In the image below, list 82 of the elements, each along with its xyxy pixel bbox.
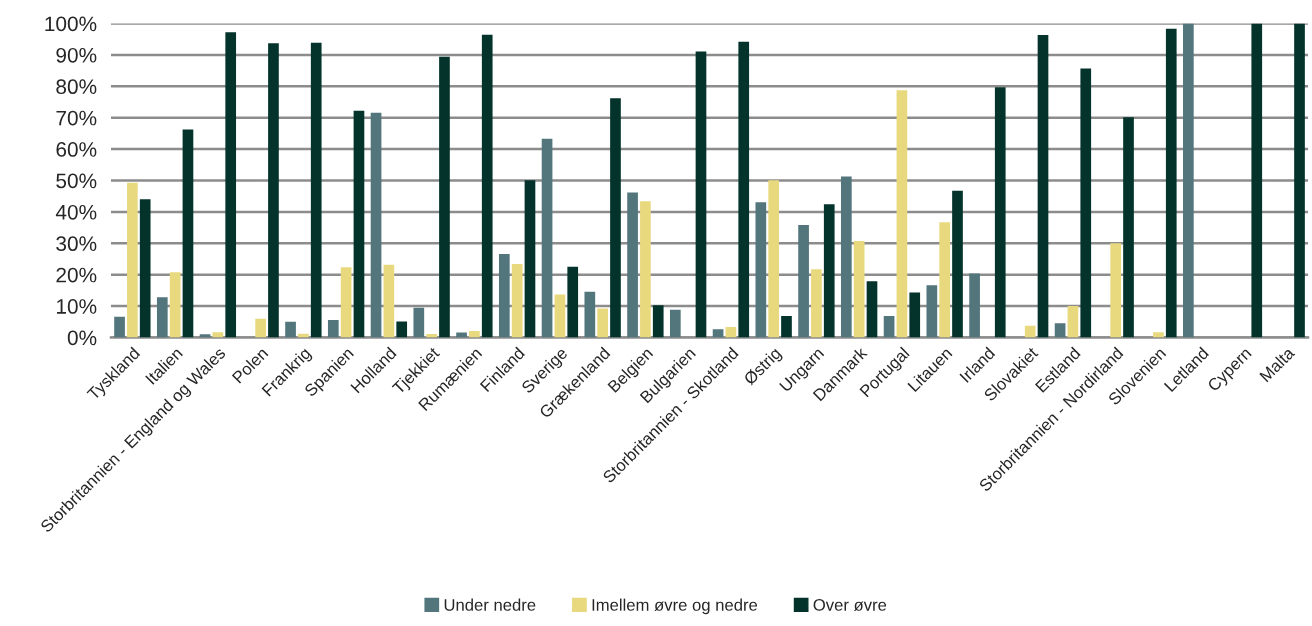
bar xyxy=(456,332,467,338)
bar xyxy=(114,316,125,338)
y-tick-label: 0% xyxy=(67,330,97,346)
bar xyxy=(370,112,382,338)
bar xyxy=(567,266,579,338)
bar xyxy=(840,176,852,338)
bar xyxy=(1080,68,1092,338)
bar xyxy=(353,110,365,338)
bar xyxy=(640,201,651,338)
bar xyxy=(268,43,279,338)
bar xyxy=(597,308,608,338)
bar xyxy=(182,129,194,338)
bar xyxy=(1153,332,1164,338)
bar xyxy=(1165,28,1177,338)
bar xyxy=(1183,23,1194,338)
bar xyxy=(725,327,737,338)
bar xyxy=(1054,323,1066,338)
bar xyxy=(439,56,450,338)
bar xyxy=(768,180,779,338)
y-tick-label: 40% xyxy=(55,204,97,220)
bar xyxy=(853,241,865,338)
y-tick-label: 60% xyxy=(56,142,97,157)
bar xyxy=(1123,117,1134,338)
bar xyxy=(1067,306,1079,338)
bar xyxy=(952,190,963,338)
bar xyxy=(498,253,510,338)
bar xyxy=(1037,35,1049,338)
bar xyxy=(1024,325,1036,338)
bar xyxy=(413,307,425,338)
y-tick-label: 30% xyxy=(56,236,97,252)
bar xyxy=(285,321,296,338)
bar xyxy=(994,87,1006,338)
bar xyxy=(584,291,596,338)
bar xyxy=(695,51,707,338)
bar xyxy=(340,267,352,338)
bar xyxy=(939,222,951,338)
bar xyxy=(1110,243,1122,338)
bar xyxy=(652,305,664,338)
bar xyxy=(524,180,536,338)
y-tick-label: 100% xyxy=(45,16,97,32)
bar xyxy=(127,182,138,338)
bar xyxy=(156,297,168,338)
y-tick-label: 90% xyxy=(56,47,97,63)
bar xyxy=(541,138,553,338)
bar xyxy=(1294,23,1305,338)
bar xyxy=(627,192,638,338)
bar xyxy=(811,269,822,338)
bar xyxy=(781,316,792,338)
bar xyxy=(669,309,681,338)
legend-label: Under nedre xyxy=(444,598,536,611)
bar xyxy=(798,225,809,338)
legend-label: Imellem øvre og nedre xyxy=(592,598,758,615)
bar xyxy=(909,292,921,338)
bar xyxy=(383,264,395,338)
bar xyxy=(896,90,908,338)
bar xyxy=(255,318,266,338)
bar xyxy=(139,199,151,338)
bar xyxy=(554,294,566,338)
bar xyxy=(1251,23,1263,338)
bar xyxy=(511,264,523,338)
y-tick-label: 80% xyxy=(56,79,97,95)
bar xyxy=(755,202,767,338)
bar xyxy=(969,273,980,338)
y-tick-label: 20% xyxy=(56,267,97,283)
bar xyxy=(712,329,724,338)
bar xyxy=(310,42,322,338)
bar xyxy=(225,32,237,338)
bar xyxy=(396,321,408,338)
bar xyxy=(823,204,835,338)
bar xyxy=(926,285,938,338)
legend-label: Over øvre xyxy=(813,599,887,611)
bar xyxy=(738,41,750,338)
bar xyxy=(883,316,895,338)
bar xyxy=(866,281,878,338)
bar xyxy=(481,34,493,338)
y-tick-label: 10% xyxy=(57,299,97,314)
bar xyxy=(610,98,621,338)
y-tick-label: 70% xyxy=(56,110,97,126)
bar xyxy=(469,330,480,338)
bar xyxy=(327,319,339,338)
bar xyxy=(169,272,181,338)
y-tick-label: 50% xyxy=(56,173,97,189)
